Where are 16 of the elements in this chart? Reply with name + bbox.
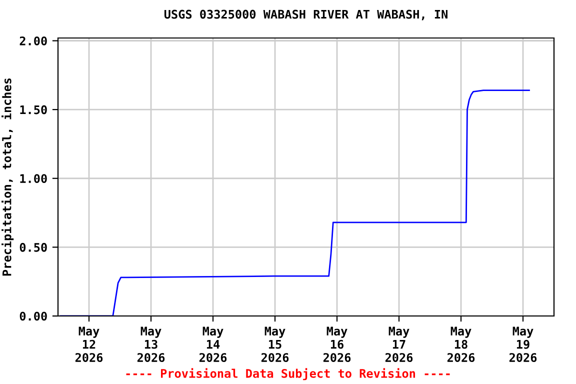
x-tick-label: May 19 2026	[509, 326, 537, 362]
text: ---- Provisional Data Subject to Revision ----	[126, 368, 450, 380]
y-tick-label: 0.50	[20, 242, 47, 252]
y-tick-label: 0.00	[20, 312, 47, 321]
y-tick-label: 1.00	[20, 174, 47, 184]
y-tick-label: 2.00	[20, 36, 47, 46]
y-axis-title: Precipitation, total, inches	[2, 78, 14, 276]
x-tick-label: May 14 2026	[199, 326, 227, 362]
x-tick-label: May 15 2026	[261, 326, 289, 362]
y-tick-label: 1.50	[20, 105, 47, 114]
x-tick-label: May 17 2026	[385, 326, 413, 362]
x-tick-label: May 16 2026	[323, 326, 351, 362]
x-tick-label: May 13 2026	[137, 326, 165, 362]
chart-title: USGS 03325000 WABASH RIVER AT WABASH, IN	[164, 10, 448, 20]
x-tick-label: May 18 2026	[447, 326, 475, 362]
x-tick-label: May 12 2026	[75, 326, 103, 362]
